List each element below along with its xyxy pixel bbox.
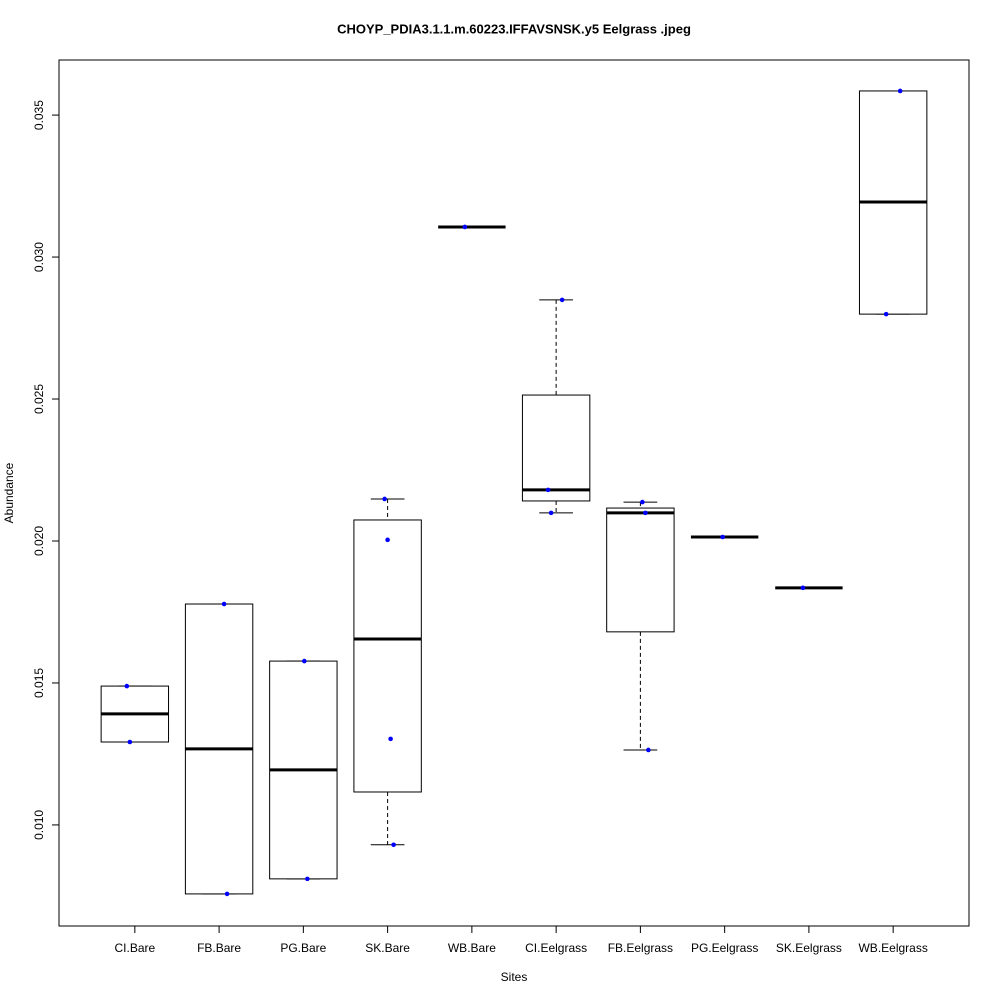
box: [521, 394, 591, 502]
x-tick-label: SK.Bare: [365, 941, 410, 955]
y-tick-label: 0.035: [32, 100, 46, 130]
data-point: [302, 658, 307, 664]
x-tick-label: WB.Bare: [448, 941, 496, 955]
data-point: [883, 311, 889, 317]
data-point: [643, 510, 648, 516]
data-point: [462, 224, 468, 230]
data-point: [127, 739, 133, 745]
x-tick-label: WB.Eelgrass: [858, 941, 927, 955]
data-point: [646, 747, 651, 753]
y-tick-label: 0.020: [32, 526, 46, 556]
y-tick-label: 0.025: [32, 384, 46, 414]
data-point: [385, 537, 390, 543]
data-point: [221, 601, 227, 607]
x-tick-label: FB.Bare: [197, 941, 241, 955]
box: [353, 519, 422, 793]
plot-frame: [58, 59, 970, 927]
y-tick-label: 0.015: [32, 668, 46, 698]
data-point: [545, 487, 551, 493]
data-point: [640, 499, 645, 505]
data-point: [559, 297, 565, 303]
x-tick-label: CI.Bare: [114, 941, 155, 955]
data-point: [388, 736, 393, 742]
x-tick-label: CI.Eelgrass: [525, 941, 587, 955]
x-tick-label: FB.Eelgrass: [608, 941, 673, 955]
x-tick-label: PG.Bare: [280, 941, 326, 955]
data-point: [548, 510, 554, 516]
y-tick-label: 0.010: [32, 810, 46, 840]
y-axis-label: Abundance: [2, 462, 16, 523]
box: [606, 507, 675, 633]
data-point: [720, 534, 725, 540]
data-point: [382, 496, 387, 502]
x-tick-label: PG.Eelgrass: [691, 941, 758, 955]
x-tick-label: SK.Eelgrass: [776, 941, 842, 955]
data-point: [897, 88, 903, 94]
data-point: [224, 891, 230, 897]
y-tick-label: 0.030: [32, 242, 46, 272]
chart-title: CHOYP_PDIA3.1.1.m.60223.IFFAVSNSK.y5 Eel…: [337, 21, 691, 36]
x-axis-label: Sites: [501, 970, 528, 984]
data-point: [391, 842, 396, 848]
data-point: [305, 876, 310, 882]
data-point: [124, 683, 130, 689]
data-point: [800, 585, 806, 591]
